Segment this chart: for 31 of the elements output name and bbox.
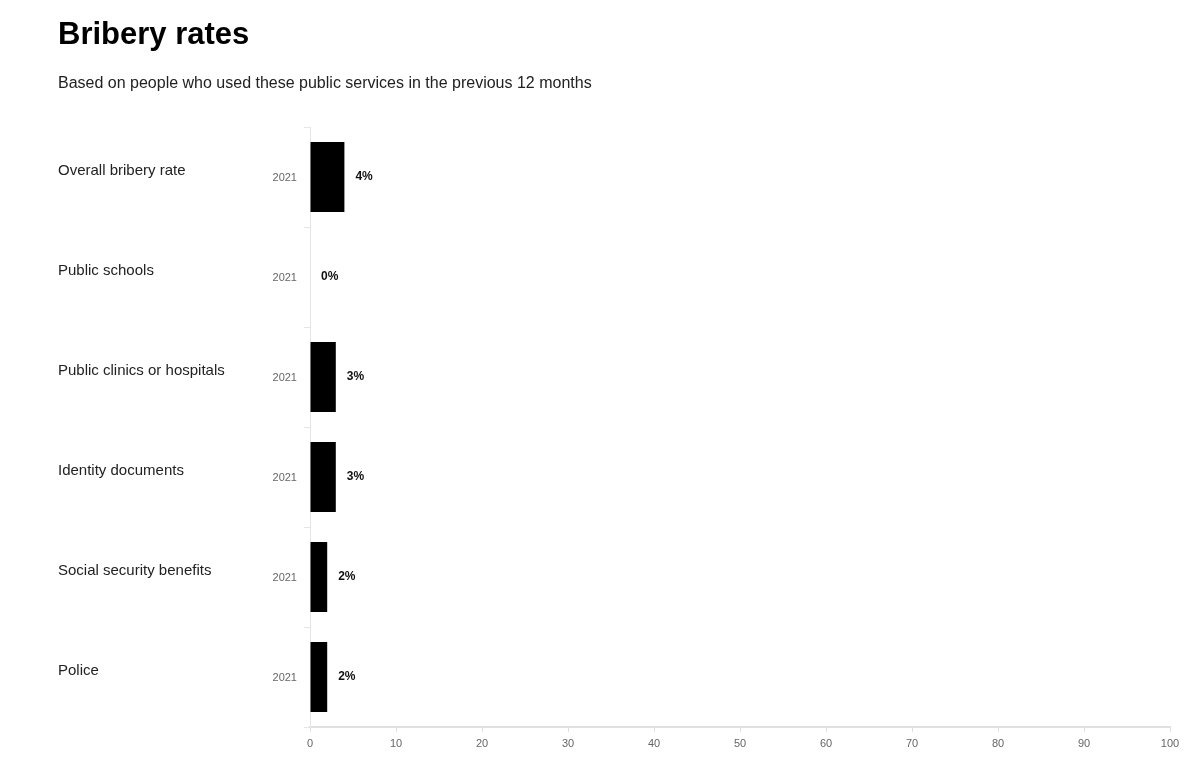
y-tick-label: Public schools (58, 261, 154, 279)
text: 2021 (272, 571, 297, 584)
x-tick-label: 20 (475, 736, 489, 749)
x-tick-label: 10 (389, 736, 403, 749)
text: 2021 (272, 371, 297, 384)
text: 2021 (272, 671, 297, 684)
series-label: 2021 (272, 171, 297, 184)
y-tick-label: Social security benefits (58, 561, 212, 579)
data-label: 4% (355, 169, 374, 184)
data-label: 2% (338, 669, 356, 684)
x-tick-label: 30 (561, 736, 575, 749)
x-tick-label: 100 (1160, 736, 1180, 749)
data-label: 3% (346, 369, 365, 384)
data-label: 2% (338, 569, 356, 584)
x-tick-label: 70 (905, 736, 919, 749)
x-tick-label: 80 (991, 736, 1005, 749)
text: 2021 (272, 471, 297, 484)
y-tick-label: Identity documents (58, 461, 184, 479)
data-label: 0% (321, 269, 339, 284)
chart-title: Bribery rates (58, 16, 250, 51)
y-tick-label: Public clinics or hospitals (58, 361, 225, 379)
x-tick-label: 50 (733, 736, 747, 749)
x-tick-label: 60 (819, 736, 833, 749)
text: 2021 (272, 271, 297, 284)
x-tick-label: 0 (306, 736, 314, 749)
chart-subtitle: Based on people who used these public services in the previous 12 months (58, 74, 592, 91)
data-label: 3% (346, 469, 365, 484)
x-tick-label: 90 (1077, 736, 1091, 749)
y-tick-label: Police (58, 661, 99, 679)
x-tick-label: 40 (647, 736, 661, 749)
y-tick-label: Overall bribery rate (58, 161, 186, 179)
